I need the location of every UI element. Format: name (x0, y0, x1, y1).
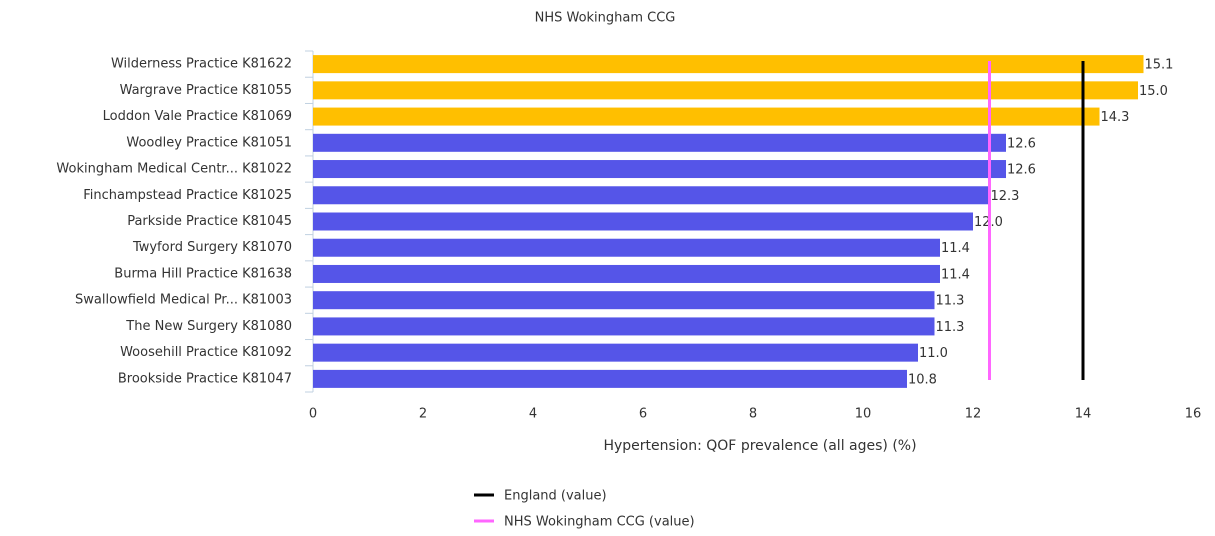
y-tick-label: Woodley Practice K81051 (126, 135, 292, 150)
x-tick-label: 2 (419, 407, 427, 422)
bar (313, 291, 935, 310)
y-tick-label: The New Surgery K81080 (125, 319, 292, 334)
y-tick-label: Parkside Practice K81045 (127, 214, 292, 229)
x-tick-label: 14 (1075, 407, 1092, 422)
x-tick-label: 6 (639, 407, 647, 422)
value-label: 11.3 (936, 294, 965, 309)
y-tick-label: Swallowfield Medical Pr... K81003 (75, 293, 292, 308)
value-label: 11.4 (941, 241, 970, 256)
value-label: 11.0 (919, 346, 948, 361)
x-tick-label: 4 (529, 407, 537, 422)
value-label: 11.3 (936, 320, 965, 335)
legend-label: NHS Wokingham CCG (value) (504, 515, 695, 530)
bar (313, 238, 940, 257)
chart-title: NHS Wokingham CCG (535, 11, 676, 26)
y-tick-label: Woosehill Practice K81092 (120, 345, 292, 360)
bar (313, 160, 1006, 179)
y-tick-label: Brookside Practice K81047 (118, 371, 292, 386)
bar (313, 55, 1144, 74)
y-tick-label: Burma Hill Practice K81638 (114, 266, 292, 281)
y-tick-label: Wokingham Medical Centr... K81022 (56, 162, 292, 177)
value-label: 10.8 (908, 372, 937, 387)
value-label: 12.6 (1007, 136, 1036, 151)
bar (313, 107, 1100, 126)
bar (313, 186, 990, 205)
value-label: 15.0 (1139, 84, 1168, 99)
bar (313, 264, 940, 283)
y-tick-label: Finchampstead Practice K81025 (83, 188, 292, 203)
bar (313, 212, 973, 231)
x-tick-label: 12 (965, 407, 982, 422)
y-tick-label: Loddon Vale Practice K81069 (103, 109, 292, 124)
bar (313, 81, 1138, 100)
value-label: 14.3 (1101, 110, 1130, 125)
bar (313, 317, 935, 336)
y-tick-label: Wargrave Practice K81055 (120, 83, 292, 98)
x-tick-label: 0 (309, 407, 317, 422)
bar (313, 133, 1006, 152)
y-tick-label: Wilderness Practice K81622 (111, 57, 292, 72)
bar (313, 343, 918, 362)
x-tick-label: 8 (749, 407, 757, 422)
bar (313, 369, 907, 388)
x-tick-label: 10 (855, 407, 872, 422)
value-label: 12.3 (991, 189, 1020, 204)
legend-label: England (value) (504, 489, 607, 504)
value-label: 15.1 (1145, 58, 1174, 73)
x-tick-label: 16 (1185, 407, 1202, 422)
y-tick-label: Twyford Surgery K81070 (132, 240, 292, 255)
value-label: 12.6 (1007, 163, 1036, 178)
x-axis-title: Hypertension: QOF prevalence (all ages) … (603, 438, 916, 454)
value-label: 11.4 (941, 267, 970, 282)
